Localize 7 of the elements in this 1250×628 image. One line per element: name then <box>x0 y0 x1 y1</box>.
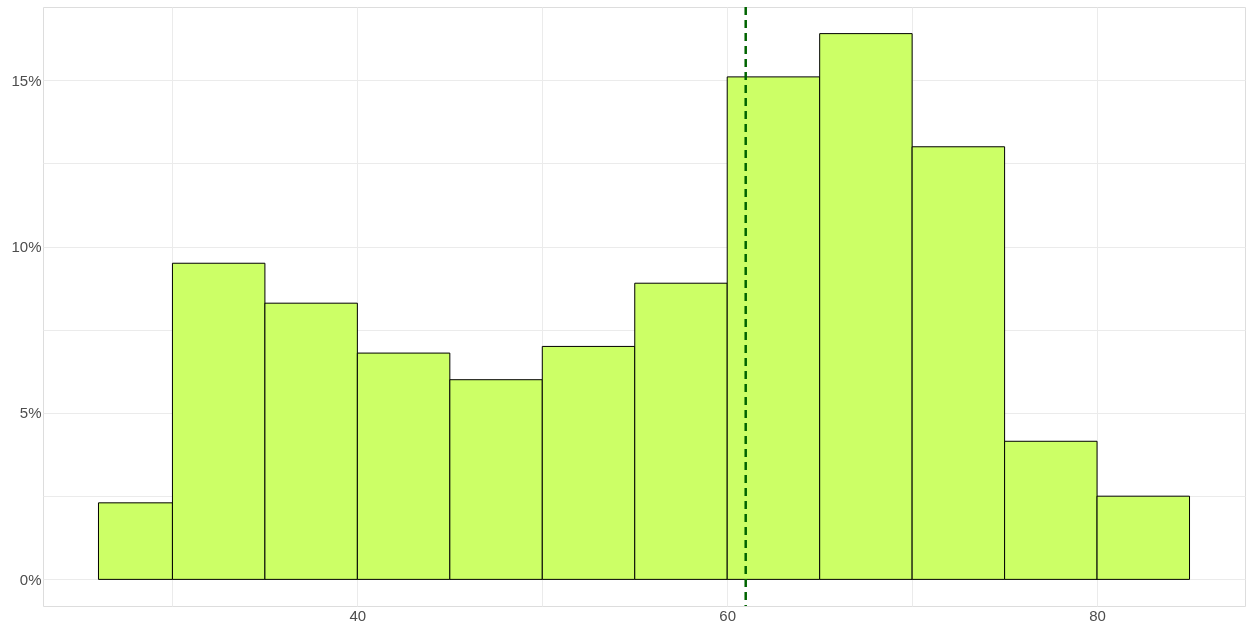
x-tick-label: 80 <box>1089 606 1106 624</box>
x-tick-label: 60 <box>719 606 737 624</box>
y-tick-label: 15% <box>11 71 42 89</box>
x-tick-label: 40 <box>349 606 367 624</box>
y-tick-label: 0% <box>19 570 42 588</box>
y-tick-label: 5% <box>19 404 42 422</box>
y-tick-label: 10% <box>11 238 42 256</box>
